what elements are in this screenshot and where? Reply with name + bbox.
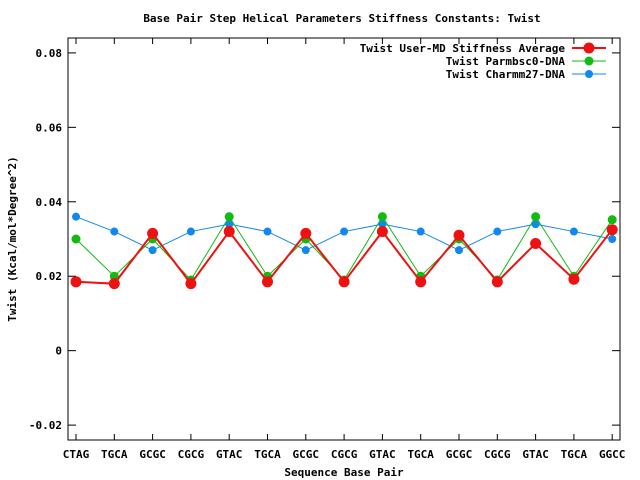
y-axis-label: Twist (Kcal/mol*Degree^2) [6,156,19,322]
series-layer [70,212,618,290]
data-point [376,226,388,238]
data-point [147,227,159,239]
data-point [377,212,387,222]
x-tick-label: GCGC [139,448,166,461]
x-tick-label: GTAC [522,448,549,461]
x-tick-label: CTAG [63,448,90,461]
legend-label: Twist User-MD Stiffness Average [360,42,566,55]
data-point [301,246,310,255]
data-point [185,278,197,290]
data-point [453,229,465,241]
x-tick-label: TGCA [561,448,588,461]
x-tick-label: TGCA [254,448,281,461]
data-point [70,276,82,288]
x-tick-label: CGCG [178,448,205,461]
data-point [378,220,387,229]
data-point [568,273,580,285]
x-tick-label: GCGC [293,448,320,461]
x-tick-label: GTAC [369,448,396,461]
data-point [148,246,157,255]
data-point [300,227,312,239]
x-axis-label: Sequence Base Pair [284,466,404,479]
x-tick-label: CGCG [484,448,511,461]
data-point [224,212,234,222]
legend-marker [583,42,595,54]
data-point [340,227,349,236]
legend-marker [585,70,593,78]
data-point [186,227,195,236]
legend-label: Twist Parmbsc0-DNA [446,55,566,68]
y-tick-label: 0.06 [36,121,63,134]
x-tick-label: TGCA [101,448,128,461]
y-tick-label: 0.04 [36,196,63,209]
series-3 [72,212,617,255]
data-point [223,226,235,238]
data-point [491,276,503,288]
data-point [263,227,272,236]
y-tick-label: 0 [55,345,62,358]
data-point [71,234,81,244]
data-point [608,235,617,243]
data-point [110,227,119,236]
data-point [72,212,80,221]
y-tick-label: 0.08 [36,47,63,60]
x-tick-label: CGCG [331,448,358,461]
x-tick-label: GTAC [216,448,243,461]
data-point [225,220,234,229]
data-point [493,227,502,236]
series-1 [70,224,618,290]
data-point [606,224,618,236]
x-axis: CTAG TGCA GCGC CGCG GTAC TGCA GCGC CGCG GTAC TGCA… [63,38,626,461]
y-tick-label: 0.02 [36,270,63,283]
data-point [108,278,120,290]
legend-marker [584,56,594,66]
chart-title: Base Pair Step Helical Parameters Stiffn… [143,12,540,25]
data-point [415,276,427,288]
x-tick-label: GGCC [599,448,626,461]
y-tick-label: -0.02 [29,419,62,432]
data-point [607,215,617,225]
data-point [569,227,578,236]
x-tick-label: TGCA [407,448,434,461]
data-point [262,276,273,288]
x-tick-label: GCGC [446,448,473,461]
data-point [531,220,540,229]
data-point [531,212,541,222]
data-point [416,227,425,236]
data-point [530,237,542,249]
y-axis: -0.02 0 0.02 0.04 0.06 0.08 [29,47,620,432]
data-point [455,246,463,255]
legend-label: Twist Charmm27-DNA [446,68,566,81]
data-point [109,271,119,281]
data-point [338,276,350,288]
